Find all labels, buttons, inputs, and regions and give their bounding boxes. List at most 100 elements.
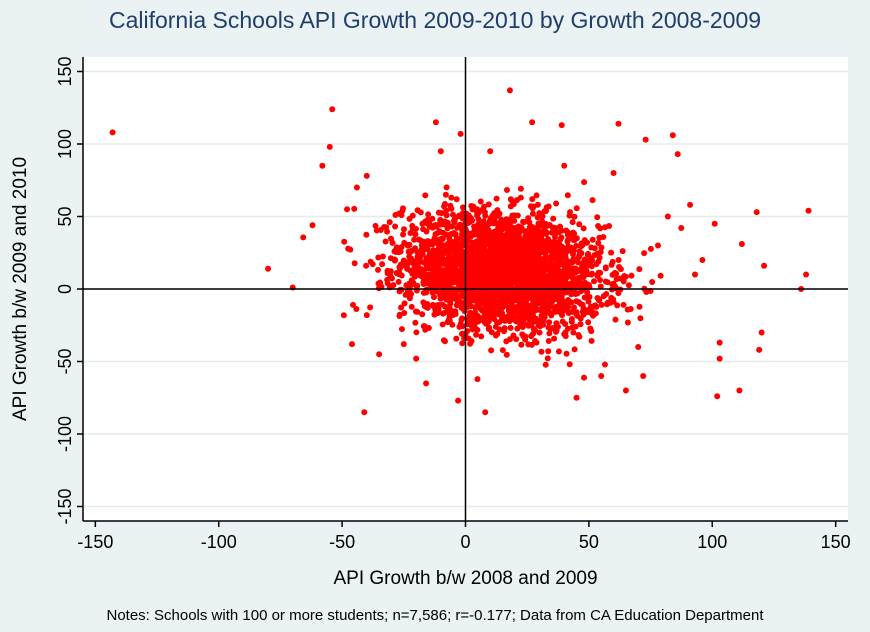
data-point [507,196,514,203]
data-point [753,209,760,216]
data-point [496,301,503,308]
data-point [513,287,520,294]
data-point [503,338,510,345]
data-point [572,291,579,298]
data-point [537,307,544,314]
data-point [466,290,473,297]
data-point [469,311,476,318]
data-point [584,239,591,246]
data-point [603,290,610,297]
data-point [424,263,431,270]
data-point [511,239,518,246]
data-point [576,333,583,340]
data-point [546,319,553,326]
data-point [506,282,513,289]
data-point [543,241,550,248]
data-point [481,203,488,210]
data-point [440,337,447,344]
data-point [363,312,370,319]
data-point [329,106,336,113]
data-point [423,220,430,227]
data-point [447,241,454,248]
data-point [544,307,551,314]
data-point [565,309,572,316]
data-point [405,248,412,255]
data-point [507,324,514,331]
data-point [612,316,619,323]
data-point [423,228,430,235]
x-axis-label: API Growth b/w 2008 and 2009 [333,568,597,589]
data-point [570,308,577,315]
y-tick-label: 50 [55,206,75,226]
data-point [549,261,556,268]
data-point [458,251,465,258]
data-point [514,212,521,219]
data-point [546,330,553,337]
data-point [597,283,604,290]
data-point [594,294,601,301]
data-point [390,282,397,289]
data-point [418,246,425,253]
data-point [517,279,524,286]
data-point [571,213,578,220]
data-point [589,236,596,243]
data-point [553,200,560,207]
data-point [482,264,489,271]
data-point [597,249,604,256]
y-axis-label: API Growth b/w 2009 and 2010 [10,157,31,421]
data-point [424,246,431,253]
data-point [615,290,622,297]
data-point [595,239,602,246]
data-point [617,266,624,273]
data-point [514,314,521,321]
data-point [503,351,510,358]
data-point [453,256,460,263]
data-point [459,204,466,211]
data-point [482,235,489,242]
data-point [440,283,447,290]
data-point [420,281,427,288]
data-point [398,326,405,333]
data-point [569,324,576,331]
data-point [628,272,635,279]
data-point [400,341,407,348]
data-point [396,264,403,271]
data-point [517,194,524,201]
data-point [518,341,525,348]
data-point [484,241,491,248]
data-point [430,283,437,290]
data-point [523,290,530,297]
data-point [395,278,402,285]
y-tick-label: -150 [55,488,75,524]
data-point [413,355,420,362]
data-point [550,215,557,222]
data-point [388,235,395,242]
data-point [473,283,480,290]
data-point [510,249,517,256]
data-point [437,148,444,155]
data-point [589,197,596,204]
data-point [714,393,721,400]
data-point [472,268,479,275]
data-point [564,192,571,199]
data-point [519,320,526,327]
data-point [361,409,368,416]
data-point [581,263,588,270]
data-point [507,270,514,277]
data-point [374,266,381,273]
data-point [444,308,451,315]
data-point [533,252,540,259]
data-point [637,315,644,322]
data-point [543,231,550,238]
data-point [699,257,706,263]
data-point [444,219,451,226]
data-point [564,228,571,235]
data-point [439,293,446,300]
data-point [758,329,765,336]
data-point [566,246,573,253]
x-tick-label: 100 [697,532,727,552]
data-point [491,215,498,222]
data-point [566,212,573,219]
data-point [425,325,432,332]
data-point [457,130,464,137]
